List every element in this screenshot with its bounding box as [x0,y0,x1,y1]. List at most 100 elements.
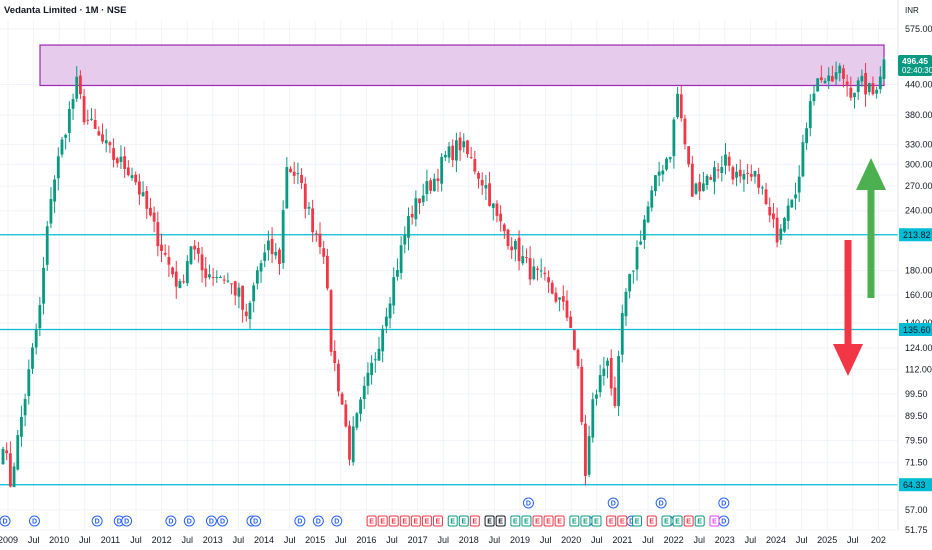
candle-body [436,178,440,182]
earnings-marker[interactable]: E [694,515,705,527]
earnings-marker[interactable]: E [606,515,617,527]
candle-body [860,75,864,82]
candle-body [584,423,587,476]
horizontal-levels[interactable] [0,234,898,486]
price-axis[interactable]: 575.00 440.00 380.00 330.00 300.00 270.00 240.… [899,24,932,535]
dividend-marker[interactable]: D [205,515,217,527]
time-tick-label: Jul [796,535,808,545]
candle-body [510,246,514,251]
candle-body [480,179,484,186]
dividend-marker[interactable]: D [28,515,40,527]
dividend-marker[interactable]: D [312,515,324,527]
earnings-marker[interactable]: E [399,515,410,527]
earnings-marker[interactable]: E [447,515,458,527]
price-axis-bg [898,0,932,550]
dividend-marker[interactable]: D [91,515,103,527]
candle-body [355,413,359,428]
candle-body [230,283,233,285]
dividend-marker[interactable]: D [165,515,177,527]
dividend-marker[interactable]: D [718,497,730,509]
earnings-marker[interactable]: E [521,515,532,527]
svg-text:E: E [697,519,702,526]
event-markers[interactable]: DDDDDDDDDDDDDDDDDDEEEEEEEEEEEEEEEEEEEEEE… [0,497,730,527]
price-tick-label: 124.00 [905,343,932,353]
candle-body [171,267,174,275]
candle-body [668,157,672,160]
candle-body [281,210,285,264]
dividend-marker[interactable]: D [294,515,306,527]
candle-body [278,249,281,265]
candle-body [45,226,49,265]
earnings-marker[interactable]: E [532,515,543,527]
earnings-marker[interactable]: E [484,515,495,527]
bar-countdown: 02:40:30 [902,66,932,75]
earnings-marker[interactable]: E [410,515,421,527]
earnings-marker[interactable]: E [591,515,602,527]
dividend-marker[interactable]: D [183,515,195,527]
candle-body [764,189,768,205]
earnings-marker[interactable]: E [495,515,506,527]
earnings-marker[interactable]: E [388,515,399,527]
earnings-marker[interactable]: E [510,515,521,527]
price-tick-label: 575.00 [905,24,932,34]
level-price-badge [899,478,932,492]
candle-body [292,171,296,176]
candle-body [639,241,643,245]
earnings-marker[interactable]: E [661,515,672,527]
earnings-marker[interactable]: E [469,515,480,527]
earnings-marker[interactable]: E [617,515,628,527]
candle-body [137,181,141,195]
dividend-marker[interactable]: D [331,515,343,527]
dividend-marker[interactable]: D [718,515,730,527]
earnings-marker[interactable]: E [421,515,432,527]
earnings-marker[interactable]: E [366,515,377,527]
svg-text:D: D [629,519,634,526]
earnings-marker[interactable]: E [672,515,683,527]
earnings-marker[interactable]: E [569,515,580,527]
dividend-marker[interactable]: D [522,497,534,509]
candle-body [75,76,79,99]
svg-text:E: E [594,519,599,526]
earnings-marker[interactable]: E [646,515,657,527]
dividend-marker[interactable]: D [607,497,619,509]
candle-body [373,359,377,361]
time-axis[interactable]: 2009 Jul 2010 Jul 2011 Jul 2012 Jul 2013 Jul 2014 J… [0,535,886,545]
candle-body [569,316,573,328]
price-tick-label: 380.00 [905,110,932,120]
earnings-marker[interactable]: E [432,515,443,527]
dividend-marker[interactable]: D [655,497,667,509]
resistance-zone[interactable] [39,44,885,87]
svg-text:E: E [649,519,654,526]
earnings-marker[interactable]: E [632,515,643,527]
earnings-marker[interactable]: E [709,515,720,527]
svg-text:E: E [391,519,396,526]
price-tick-label: 51.75 [905,525,928,535]
candle-body [572,330,576,350]
candle-body [274,251,278,256]
candle-body [189,246,193,264]
dividend-marker[interactable]: D [216,515,228,527]
earnings-marker[interactable]: E [683,515,694,527]
dividend-marker[interactable]: D [121,515,133,527]
candle-body [856,80,860,93]
candle-body [97,131,101,136]
earnings-marker[interactable]: E [377,515,388,527]
svg-text:E: E [557,519,562,526]
earnings-marker[interactable]: E [580,515,591,527]
candle-body [244,311,248,317]
svg-text:D: D [721,501,726,508]
earnings-marker[interactable]: E [543,515,554,527]
earnings-marker[interactable]: E [554,515,565,527]
time-tick-label: Jul [591,535,603,545]
candle-body [550,282,554,294]
svg-text:D: D [95,519,100,526]
candle-body [517,237,521,262]
arrows [833,158,886,376]
dividend-marker[interactable]: D [0,515,11,527]
dividend-marker[interactable]: D [250,515,262,527]
candle-body [348,425,351,460]
candle-body [64,134,68,138]
earnings-marker[interactable]: E [458,515,469,527]
